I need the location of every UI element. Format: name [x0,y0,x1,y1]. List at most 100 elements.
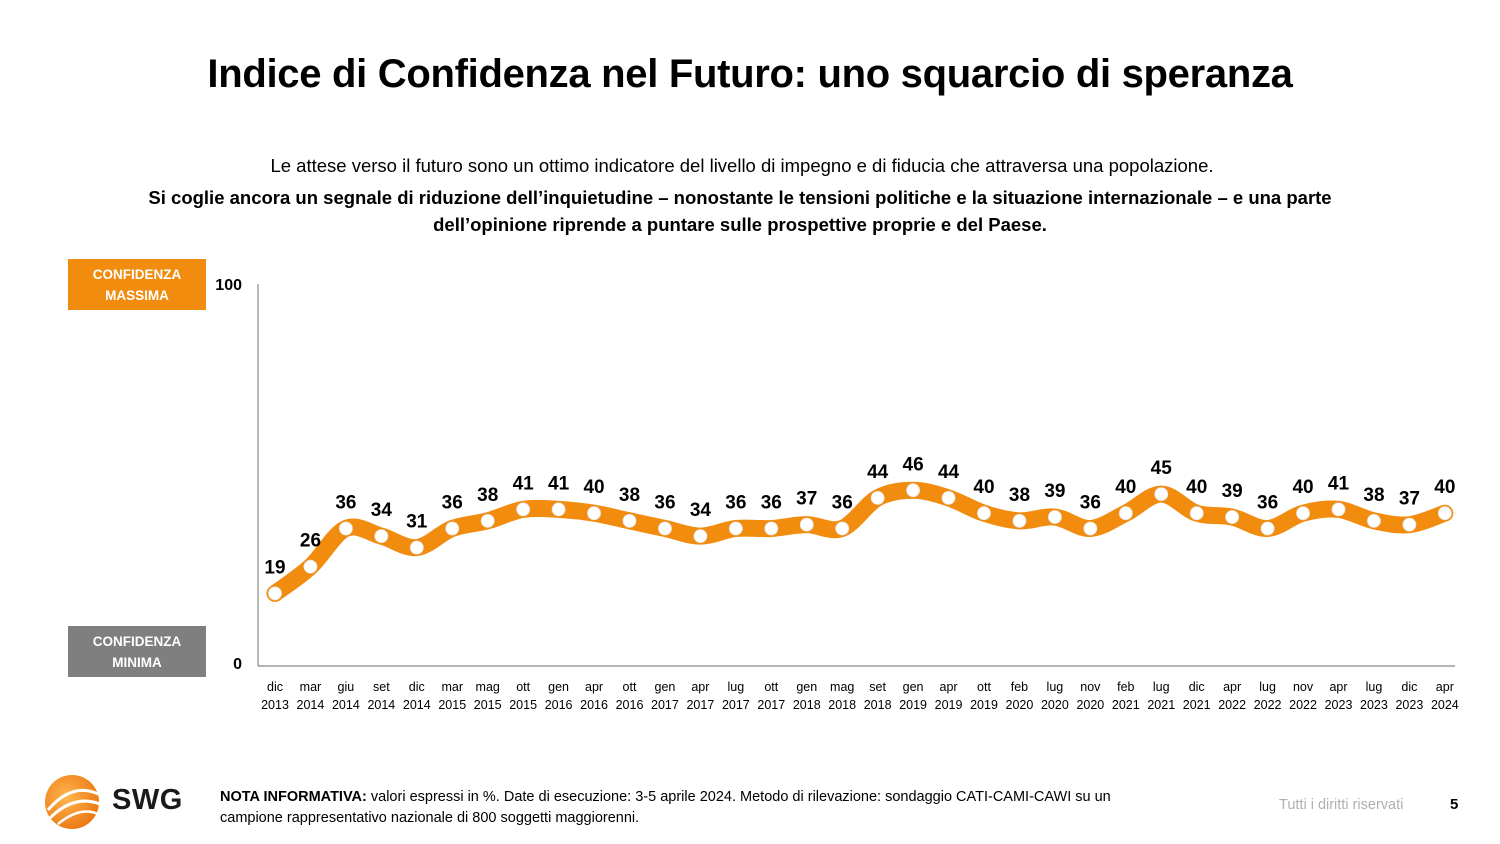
footer-note: NOTA INFORMATIVA: valori espressi in %. … [220,787,1160,829]
data-label: 40 [583,477,604,498]
data-label: 40 [1434,477,1455,498]
data-point [835,521,850,536]
data-label: 36 [654,492,675,513]
subtitle-line-1: Le attese verso il futuro sono un ottimo… [270,155,1214,176]
x-tick-label-year: 2023 [1360,698,1388,712]
data-point [728,521,743,536]
data-point [587,506,601,521]
tag-max-line2: MASSIMA [105,287,169,303]
x-tick-label-year: 2020 [1041,698,1069,712]
x-tick-label-year: 2016 [616,698,644,712]
x-tick-label-month: apr [940,680,958,694]
x-tick-label-year: 2015 [509,698,537,712]
x-tick-label-month: nov [1293,680,1314,694]
data-label: 40 [1292,477,1313,498]
data-point [1048,510,1062,524]
data-label: 38 [1363,485,1384,506]
data-point [1225,510,1240,524]
x-tick-label-month: mar [441,680,463,694]
x-tick-label-month: lug [728,680,745,694]
x-tick-label-month: apr [1329,680,1347,694]
x-tick-label-month: feb [1117,680,1134,694]
x-tick-label-year: 2023 [1325,698,1353,712]
x-tick-label-year: 2013 [261,698,289,712]
data-point [977,506,991,521]
x-tick-label-year: 2016 [580,698,608,712]
data-label: 38 [619,485,640,506]
page-number: 5 [1450,796,1459,813]
x-tick-label-month: set [373,680,390,694]
x-tick-label-month: feb [1011,680,1028,694]
x-tick-label-month: lug [1047,680,1064,694]
logo-text: SWG [112,784,183,816]
data-point [1437,506,1452,521]
x-tick-label-year: 2019 [970,698,998,712]
data-label: 46 [903,454,924,475]
x-tick-label-month: gen [655,680,676,694]
x-tick-label-year: 2020 [1006,698,1034,712]
x-tick-label-year: 2015 [474,698,502,712]
x-tick-label-year: 2023 [1395,698,1423,712]
x-tick-label-year: 2022 [1218,698,1246,712]
data-label: 37 [1399,489,1420,510]
note-text: valori espressi in %. Date di esecuzione… [220,789,1111,826]
x-tick-label-year: 2017 [722,698,750,712]
data-point [1189,506,1204,521]
x-tick-label-year: 2016 [545,698,573,712]
data-label: 36 [761,492,782,513]
x-tick-label-month: dic [267,680,283,694]
data-label: 40 [1186,477,1207,498]
data-point [1367,513,1381,528]
data-point [693,529,708,544]
x-tick-label-year: 2024 [1431,698,1459,712]
data-label: 44 [938,462,960,483]
note-label: NOTA INFORMATIVA: [220,789,367,805]
tag-max-line1: CONFIDENZA [92,266,182,282]
data-point [303,559,318,574]
x-tick-label-month: ott [623,680,637,694]
data-label: 39 [1044,481,1065,502]
page-title: Indice di Confidenza nel Futuro: uno squ… [207,52,1293,96]
x-tick-label-year: 2018 [864,698,892,712]
x-tick-label-year: 2018 [828,698,856,712]
x-tick-label-year: 2014 [403,698,431,712]
data-label: 41 [548,473,570,494]
x-tick-label-month: giu [338,680,355,694]
data-point [374,529,389,544]
swg-logo [40,772,190,832]
x-tick-label-year: 2021 [1183,698,1211,712]
data-point [622,513,637,528]
x-tick-label-month: dic [1189,680,1205,694]
data-label: 36 [832,492,853,513]
x-tick-label-month: ott [977,680,991,694]
x-tick-label-month: gen [796,680,817,694]
x-tick-label-month: set [869,680,886,694]
data-point [551,502,566,517]
x-tick-label-year: 2017 [757,698,785,712]
data-label: 31 [406,512,428,533]
x-tick-label-month: mar [300,680,322,694]
data-label: 36 [725,492,746,513]
confidenza-minima-tag: CONFIDENZA MINIMA [68,626,206,677]
data-point [906,483,920,498]
x-tick-label-month: apr [1223,680,1241,694]
data-point [941,491,956,505]
x-tick-label-year: 2022 [1254,698,1282,712]
data-label: 34 [690,500,712,521]
x-tick-label-month: apr [691,680,709,694]
data-point [268,586,282,601]
data-label: 34 [371,500,393,521]
x-tick-label-month: lug [1259,680,1276,694]
data-point [1331,502,1346,517]
data-label: 36 [442,492,463,513]
tag-min-line1: CONFIDENZA [92,633,182,649]
data-point [1154,487,1169,502]
data-label: 19 [264,557,285,578]
data-point [1083,521,1098,536]
y-tick-max: 100 [215,277,242,294]
x-tick-label-month: lug [1153,680,1170,694]
x-tick-label-year: 2014 [367,698,395,712]
x-tick-label-month: dic [409,680,425,694]
data-label: 36 [1080,492,1101,513]
